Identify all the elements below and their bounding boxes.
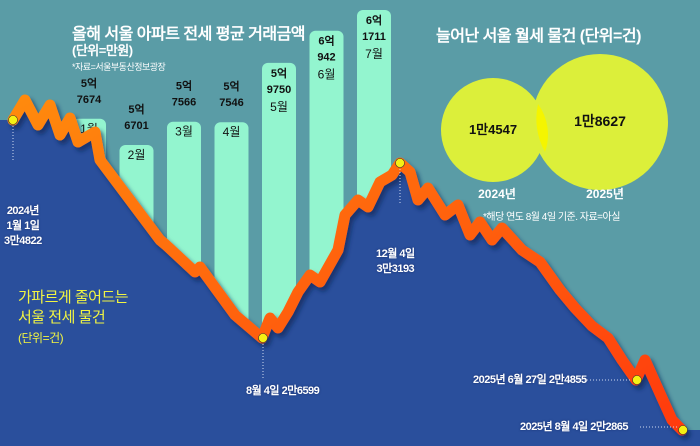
bar-value-label: 5억 [81, 77, 97, 90]
venn-label-2025: 2025년 [586, 187, 624, 201]
bar-chart-source: *자료=서울부동산정보광장 [72, 62, 166, 72]
bar-month-label: 4월 [223, 125, 241, 139]
bar-value-label: 942 [317, 52, 335, 64]
label-line: 2024년 [6, 205, 40, 217]
data-point-marker [632, 375, 642, 385]
area-fill [0, 100, 700, 446]
bar-chart-title: 올해 서울 아파트 전세 평균 거래금액 [72, 26, 306, 43]
data-point-marker [258, 333, 268, 343]
venn-label-2024: 2024년 [478, 187, 516, 201]
bar-value-label: 7674 [77, 94, 102, 106]
bar-value-label: 9750 [267, 84, 291, 96]
bar-5월 [262, 62, 296, 341]
bar-value-label: 7546 [219, 97, 243, 109]
bar-month-label: 3월 [175, 125, 193, 139]
bar-value-label: 5억 [176, 80, 192, 93]
venn-value-2024: 1만4547 [469, 122, 517, 137]
bar-4월 [214, 122, 249, 341]
venn-circle-2024 [441, 78, 545, 182]
label-line: 3만3193 [376, 263, 415, 275]
bar-value-label: 5억 [128, 103, 144, 116]
bar-value-label: 5억 [271, 67, 287, 80]
point-label-start: 2024년 1월 1일 3만4822 [4, 204, 42, 249]
bar-value-label: 1711 [362, 31, 386, 43]
bar-month-label: 5월 [270, 100, 288, 114]
bar-month-label: 7월 [365, 47, 383, 61]
line-title-2: 서울 전세 물건 [18, 309, 106, 326]
data-point-marker [678, 425, 688, 435]
line-chart-title: 가파르게 줄어드는 서울 전세 물건 (단위=건) [18, 288, 129, 348]
point-label-aug-2025: 2025년 8월 4일 2만2865 [520, 421, 628, 433]
point-label-low-2024: 8월 4일 2만6599 [246, 385, 320, 397]
bar-month-label: 6월 [318, 68, 336, 82]
bar-value-label: 7566 [172, 97, 196, 109]
venn-title: 늘어난 서울 월세 물건 (단위=건) [436, 28, 641, 45]
label-line: 12월 4일 [376, 248, 415, 260]
line-title-unit: (단위=건) [18, 331, 64, 345]
bar-month-label: 2월 [128, 148, 146, 162]
bar-value-label: 5억 [223, 80, 239, 93]
series-line [7, 94, 688, 436]
venn-circle-2025 [532, 54, 668, 190]
bar-value-label: 6701 [124, 120, 148, 132]
venn-note: *해당 연도 8월 4일 기준. 자료=아실 [483, 212, 620, 223]
venn-value-2025: 1만8627 [574, 113, 626, 129]
line-title-1: 가파르게 줄어드는 [18, 289, 129, 306]
venn-overlap [536, 104, 548, 152]
data-point-marker [395, 158, 405, 168]
data-point-marker [8, 115, 18, 125]
label-line: 1월 1일 [6, 220, 40, 232]
point-label-dec-2024: 12월 4일 3만3193 [376, 247, 415, 277]
bar-value-label: 6억 [318, 35, 334, 48]
bar-value-label: 6억 [366, 14, 382, 27]
point-label-jun-2025: 2025년 6월 27일 2만4855 [473, 374, 587, 386]
label-line: 3만4822 [4, 235, 42, 247]
bar-chart-unit: (단위=만원) [72, 43, 133, 58]
